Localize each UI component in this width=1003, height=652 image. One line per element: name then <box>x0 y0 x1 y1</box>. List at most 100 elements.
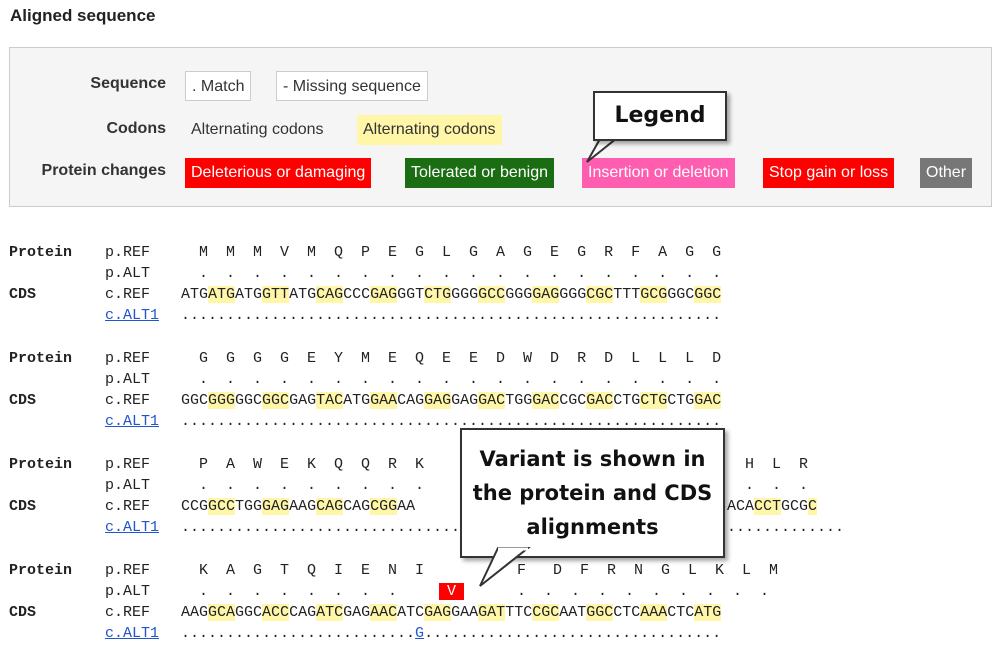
protein-alt-sequence-tail: . . . . . . . . . . <box>517 583 770 600</box>
codon: TTT <box>613 286 641 303</box>
missing-sequence-legend-chip: - Missing sequence <box>276 71 428 101</box>
c-alt-link[interactable]: c.ALT1 <box>105 519 160 536</box>
codon: GGG <box>208 392 236 409</box>
cds-alt-prefix: .......................... <box>181 625 416 642</box>
c-ref-label: c.REF <box>105 286 151 303</box>
p-alt-label: p.ALT <box>105 583 151 600</box>
codon: AAG <box>289 498 317 515</box>
codon: CTG <box>613 392 641 409</box>
tolerated-legend-chip: Tolerated or benign <box>405 158 554 188</box>
codon: ATG <box>208 286 236 303</box>
protein-alt-sequence-tail: . . . <box>745 477 809 494</box>
cds-alt-sequence: ........................................… <box>181 413 722 430</box>
p-alt-label: p.ALT <box>105 265 151 282</box>
c-ref-label: c.REF <box>105 392 151 409</box>
cds-alt-suffix: ................................. <box>424 625 722 642</box>
codon: ATG <box>694 604 722 621</box>
codon: GGC <box>262 392 290 409</box>
codon: AAC <box>370 604 398 621</box>
protein-row-label: Protein <box>9 456 73 473</box>
protein-alt-sequence: . . . . . . . . . . . . . . . . . . . . <box>181 265 722 282</box>
codon: CCT <box>754 498 782 515</box>
protein-ref-residue: F <box>517 562 527 579</box>
codon: GGC <box>694 286 722 303</box>
c-alt-link[interactable]: c.ALT1 <box>105 307 160 324</box>
cds-ref-sequence-tail: ACACCTGCGC <box>727 498 818 515</box>
codon: CGC <box>586 286 614 303</box>
c-ref-label: c.REF <box>105 498 151 515</box>
match-legend-chip: . Match <box>185 71 252 101</box>
alternating-codons-plain-chip: Alternating codons <box>191 121 324 138</box>
cds-variant-base[interactable]: G <box>415 625 425 642</box>
codon: GAC <box>694 392 722 409</box>
codon: ACA <box>727 498 755 515</box>
c-alt-link[interactable]: c.ALT1 <box>105 625 160 642</box>
codon: CTG <box>640 392 668 409</box>
codon: CAG <box>289 604 317 621</box>
codon: GAG <box>424 604 452 621</box>
codon: GCG <box>781 498 809 515</box>
codon: TTC <box>505 604 533 621</box>
cds-alt-sequence: ...................................... <box>181 519 524 536</box>
protein-alt-sequence: . . . . . . . . . <box>181 477 425 494</box>
p-ref-label: p.REF <box>105 562 151 579</box>
codon: GAG <box>532 286 560 303</box>
codon: ATG <box>181 286 209 303</box>
protein-changes-row-label: Protein changes <box>41 162 166 179</box>
alternating-codons-highlight-chip: Alternating codons <box>357 115 502 145</box>
codon: CTC <box>613 604 641 621</box>
codon: TGG <box>235 498 263 515</box>
cds-ref-sequence: CCGGCCTGGGAGAAGCAGCAGCGGAA <box>181 498 415 515</box>
codon: GAG <box>343 604 371 621</box>
cds-row-label: CDS <box>9 604 37 621</box>
codon: CCG <box>181 498 209 515</box>
protein-row-label: Protein <box>9 562 73 579</box>
codon: GAG <box>289 392 317 409</box>
stop-legend-chip: Stop gain or loss <box>763 158 895 188</box>
codon: CTG <box>667 392 695 409</box>
cds-alt-sequence: ..........................G.............… <box>181 625 721 642</box>
sequence-row-label: Sequence <box>90 75 166 92</box>
protein-ref-sequence: P A W E K Q Q R K <box>181 456 425 473</box>
protein-ref-sequence-tail: D F R N G L K L M <box>553 562 779 579</box>
codon: GAC <box>586 392 614 409</box>
codon: TAC <box>316 392 344 409</box>
codon: CGG <box>370 498 398 515</box>
codon: CTC <box>667 604 695 621</box>
protein-ref-sequence-tail: H L R <box>745 456 809 473</box>
codon: CCC <box>343 286 371 303</box>
p-alt-label: p.ALT <box>105 371 151 388</box>
variant-callout: Variant is shown in the protein and CDS … <box>460 428 725 558</box>
codon: C <box>808 498 818 515</box>
codon: CAG <box>316 498 344 515</box>
codon: GCC <box>208 498 236 515</box>
codon: AAG <box>181 604 209 621</box>
codon: GCG <box>640 286 668 303</box>
other-legend-chip: Other <box>920 158 973 188</box>
codon: ACC <box>262 604 290 621</box>
protein-ref-sequence: M M M V M Q P E G L G A G E G R F A G G <box>181 244 722 261</box>
codon: CAG <box>343 498 371 515</box>
codon: GAG <box>370 286 398 303</box>
codon: ATG <box>235 286 263 303</box>
codon: GGC <box>235 604 263 621</box>
codon: GAG <box>262 498 290 515</box>
cds-row-label: CDS <box>9 498 37 515</box>
cds-ref-sequence: GGCGGGGGCGGCGAGTACATGGAACAGGAGGAGGACTGGG… <box>181 392 722 409</box>
p-ref-label: p.REF <box>105 244 151 261</box>
codon: GGC <box>586 604 614 621</box>
codon: GCA <box>208 604 236 621</box>
protein-row-label: Protein <box>9 244 73 261</box>
indel-legend-chip: Insertion or deletion <box>582 158 735 188</box>
codon: AA <box>397 498 416 515</box>
codon: GGT <box>397 286 425 303</box>
codon: CTG <box>424 286 452 303</box>
codon: GAA <box>451 604 479 621</box>
c-alt-link[interactable]: c.ALT1 <box>105 413 160 430</box>
variant-callout-pointer <box>479 547 531 587</box>
codon: ATG <box>343 392 371 409</box>
codon: GGC <box>181 392 209 409</box>
codon: GGC <box>235 392 263 409</box>
codon: AAT <box>559 604 587 621</box>
protein-ref-sequence: K A G T Q I E N I <box>181 562 425 579</box>
